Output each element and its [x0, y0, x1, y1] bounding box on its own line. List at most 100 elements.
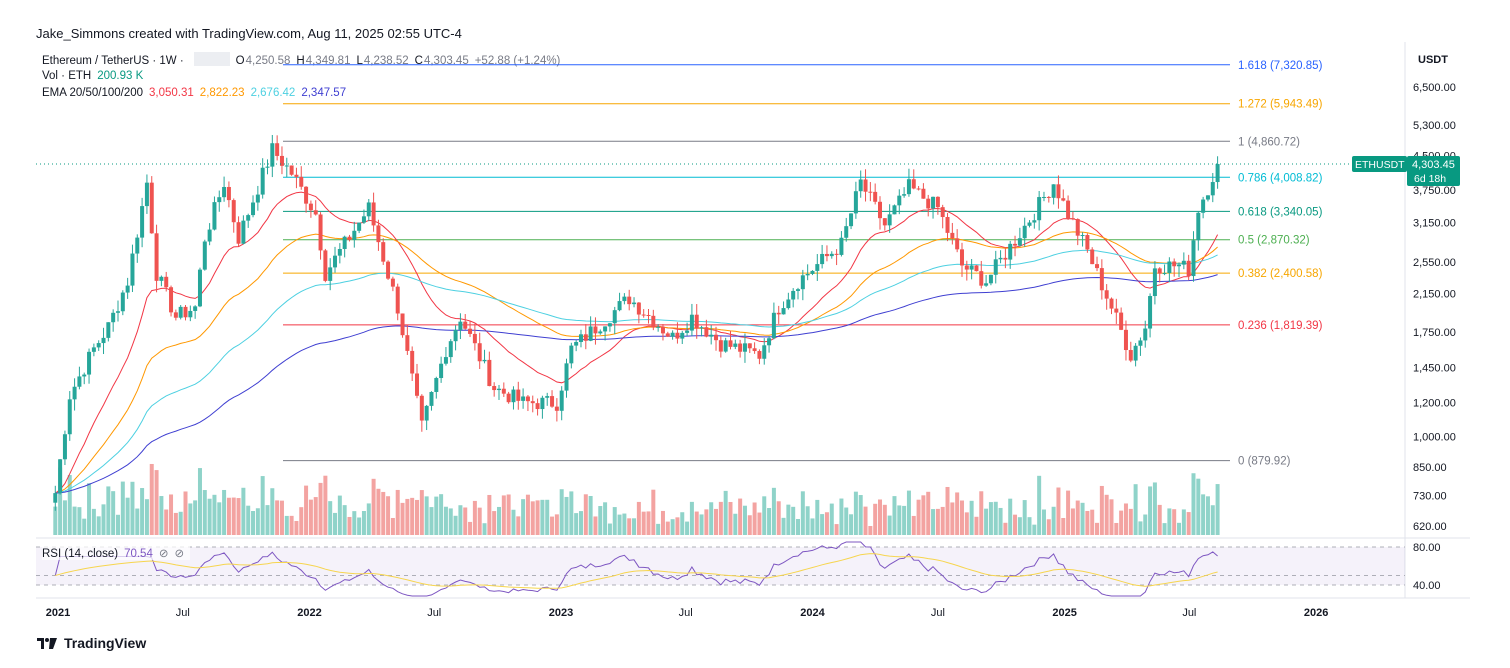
- volume-bar: [665, 521, 670, 535]
- eye-off-icon[interactable]: ⊘: [158, 548, 169, 560]
- volume-bar: [390, 517, 395, 535]
- volume-bar: [1157, 504, 1162, 535]
- volume-bar: [627, 518, 632, 535]
- candle-body: [656, 326, 661, 328]
- volume-bar: [453, 515, 458, 535]
- candle-body: [453, 329, 458, 342]
- rsi-legend[interactable]: RSI (14, close) 70.54 ⊘ ⊘: [42, 546, 191, 560]
- symbol-legend[interactable]: Ethereum / TetherUS · 1W · O4,250.58 H4,34…: [42, 52, 566, 67]
- volume-bar: [955, 492, 960, 535]
- ema20-value: 3,050.31: [149, 87, 194, 99]
- candle-body: [791, 290, 796, 300]
- candle-body: [236, 222, 241, 244]
- y-tick-label: 850.00: [1413, 462, 1447, 474]
- candle-body: [757, 351, 762, 359]
- candle-body: [120, 292, 125, 312]
- volume-bar: [419, 490, 424, 535]
- volume-bar: [1177, 522, 1182, 535]
- volume-bar: [988, 502, 993, 535]
- candle-body: [77, 376, 82, 387]
- candle-body: [222, 186, 227, 198]
- volume-bar: [858, 495, 863, 535]
- volume-bar: [607, 523, 612, 535]
- candle-body: [381, 242, 386, 262]
- volume-bar: [1056, 487, 1061, 535]
- candle-body: [58, 459, 63, 494]
- volume-legend[interactable]: Vol · ETH 200.93 K: [42, 70, 149, 82]
- candle-body: [839, 237, 844, 255]
- candle-body: [1041, 196, 1046, 198]
- volume-bar: [815, 499, 820, 535]
- candle-body: [308, 203, 313, 211]
- eye-off-icon-2[interactable]: ⊘: [174, 548, 185, 560]
- volume-bar: [603, 502, 608, 535]
- candle-body: [969, 265, 974, 270]
- volume-bar: [921, 495, 926, 535]
- volume-bar: [516, 516, 521, 535]
- x-tick-label: 2021: [46, 607, 70, 619]
- fib-level-label: 0 (879.92): [1238, 456, 1291, 468]
- candle-body: [1075, 219, 1080, 236]
- candle-body: [665, 333, 670, 337]
- candle-body: [265, 166, 270, 168]
- volume-bar: [935, 508, 940, 535]
- candle-body: [974, 265, 979, 272]
- candle-body: [1196, 212, 1201, 241]
- candle-body: [318, 214, 323, 251]
- volume-bar: [337, 495, 342, 535]
- volume-bar: [77, 507, 82, 535]
- candle-body: [275, 143, 280, 156]
- volume-bar: [1205, 496, 1210, 535]
- candle-body: [868, 191, 873, 193]
- candle-body: [776, 312, 781, 315]
- candle-body: [911, 179, 916, 189]
- volume-bar: [805, 506, 810, 535]
- candle-body: [550, 396, 555, 407]
- volume-bar: [839, 498, 844, 535]
- candle-body: [67, 399, 72, 435]
- candle-body: [82, 374, 87, 377]
- candle-body: [284, 165, 289, 167]
- volume-bar: [366, 503, 371, 535]
- volume-bar: [752, 502, 757, 535]
- volume-bar: [612, 507, 617, 535]
- candle-body: [844, 226, 849, 238]
- candle-body: [424, 405, 429, 421]
- candle-body: [554, 406, 559, 411]
- candle-body: [767, 338, 772, 346]
- candle-body: [400, 313, 405, 336]
- candle-body: [810, 270, 815, 274]
- volume-bar: [709, 502, 714, 535]
- candle-body: [632, 302, 637, 305]
- candle-body: [251, 202, 256, 216]
- candle-body: [169, 287, 174, 313]
- candle-body: [1172, 261, 1177, 267]
- price-tag-countdown: 6d 18h: [1414, 173, 1446, 185]
- volume-bar: [574, 513, 579, 535]
- volume-bar: [1114, 522, 1119, 535]
- candle-body: [617, 301, 622, 311]
- volume-bar: [974, 516, 979, 535]
- rsi-tick-label: 80.00: [1413, 542, 1441, 554]
- volume-bar: [318, 482, 323, 535]
- volume-bar: [342, 505, 347, 535]
- candle-body: [183, 306, 188, 318]
- candle-body: [1017, 238, 1022, 246]
- volume-bar: [405, 498, 410, 535]
- volume-bar: [945, 486, 950, 535]
- ema-legend[interactable]: EMA 20/50/100/200 3,050.31 2,822.23 2,676.4…: [42, 87, 352, 99]
- candle-body: [612, 310, 617, 324]
- candle-body: [704, 327, 709, 337]
- volume-bar: [897, 505, 902, 535]
- volume-bar: [91, 508, 96, 535]
- volume-bar: [299, 507, 304, 535]
- candle-body: [897, 195, 902, 206]
- rsi-label: RSI (14, close): [42, 548, 119, 560]
- volume-bar: [1133, 484, 1138, 535]
- candle-body: [752, 348, 757, 352]
- volume-bar: [501, 495, 506, 535]
- volume-bar: [950, 502, 955, 535]
- candle-body: [1162, 273, 1167, 275]
- candle-body: [858, 179, 863, 192]
